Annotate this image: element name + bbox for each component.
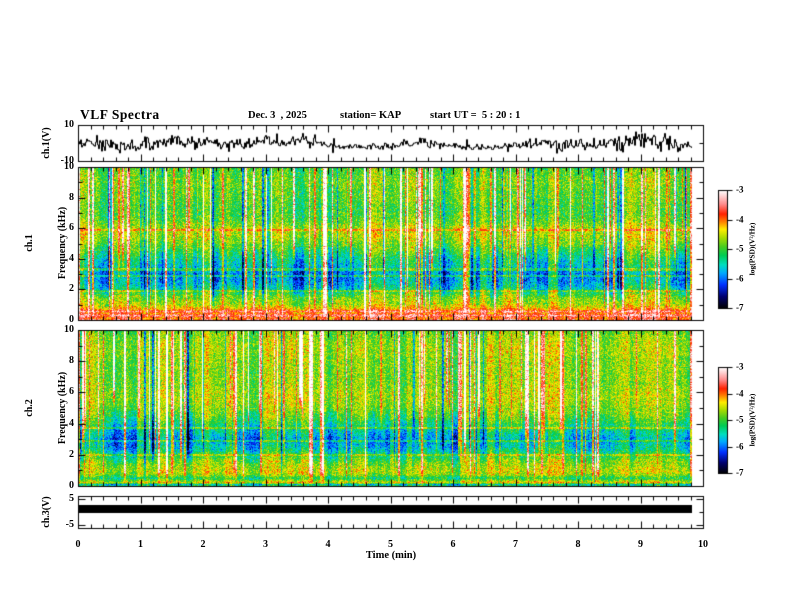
colorbar2-tick-label: -7 — [736, 467, 744, 478]
ch2-spec-ytick-label: 10 — [64, 324, 74, 335]
time-axis-tick-label: 4 — [325, 539, 331, 550]
time-axis-tick-label: 2 — [200, 539, 206, 550]
colorbar2-tick-label: -5 — [736, 414, 744, 425]
colorbar1-tick-label: -5 — [736, 243, 744, 254]
colorbar2-tick-label: -3 — [736, 361, 744, 372]
time-axis-tick-label: 10 — [698, 539, 708, 550]
ch1-voltage-axis-label: ch.1(V) — [41, 127, 52, 159]
ch2-spec-ytick-label: 6 — [69, 386, 74, 398]
ch1-spec-ytick-label: 2 — [69, 283, 74, 295]
time-axis-tick-label: 5 — [388, 539, 393, 550]
colorbar1-tick-label: -4 — [736, 214, 744, 224]
colorbar2-unit-label: log(PSD)(V²/Hz) — [747, 393, 757, 447]
ch1-wave-ytick-label: -10 — [60, 155, 74, 166]
ch1-name: ch.1 — [24, 234, 35, 252]
header-date: Dec. 3 , 2025 — [248, 110, 307, 121]
colorbar1-tick-label: -6 — [736, 273, 744, 283]
ch1-frequency-unit: Frequency (kHz) — [57, 206, 68, 280]
header-station: station= KAP — [340, 110, 402, 121]
header-start-ut: start UT = 5 : 20 : 1 — [430, 110, 521, 121]
time-axis-label: Time (min) — [365, 550, 417, 561]
time-axis-tick-label: 8 — [575, 539, 581, 550]
ch3-wave-ytick-label: 5 — [69, 492, 74, 504]
ch2-spec-ytick-label: 0 — [69, 480, 74, 491]
ch2-spec-ytick-label: 2 — [69, 448, 74, 460]
ch1-spec-ytick-label: 6 — [69, 222, 74, 234]
time-axis-tick-label: 9 — [638, 539, 643, 550]
time-axis-tick-label: 0 — [75, 539, 81, 550]
ch2-spec-ytick-label: 8 — [69, 355, 74, 367]
colorbar1-tick-label: -7 — [736, 302, 744, 313]
time-axis-tick-label: 1 — [138, 539, 143, 550]
colorbar1-tick-label: -3 — [736, 184, 744, 195]
ch1-frequency-axis-label: ch.1 Frequency (kHz) — [2, 207, 90, 279]
ch1-spec-ytick-label: 4 — [69, 252, 74, 264]
ch1-spec-ytick-label: 8 — [69, 191, 74, 203]
ch2-frequency-unit: Frequency (kHz) — [57, 371, 68, 445]
time-axis-tick-label: 3 — [263, 539, 268, 550]
ch2-spec-ytick-label: 4 — [69, 417, 74, 429]
colorbar2-tick-label: -6 — [736, 441, 744, 451]
ch1-spec-ytick-label: 0 — [69, 314, 74, 325]
colorbar1-unit-label: log(PSD)(V²/Hz) — [747, 222, 757, 276]
ch1-spec-ytick-label: 10 — [64, 161, 74, 172]
time-axis-tick-label: 6 — [450, 539, 456, 550]
ch3-wave-ytick-label: -5 — [65, 519, 74, 531]
ch2-frequency-axis-label: ch.2 Frequency (kHz) — [2, 372, 90, 444]
ch1-wave-ytick-label: 10 — [64, 119, 74, 130]
time-axis-tick-label: 7 — [513, 539, 518, 550]
figure-title: VLF Spectra — [80, 107, 160, 122]
colorbar2-tick-label: -4 — [736, 388, 744, 398]
ch2-name: ch.2 — [24, 399, 35, 417]
